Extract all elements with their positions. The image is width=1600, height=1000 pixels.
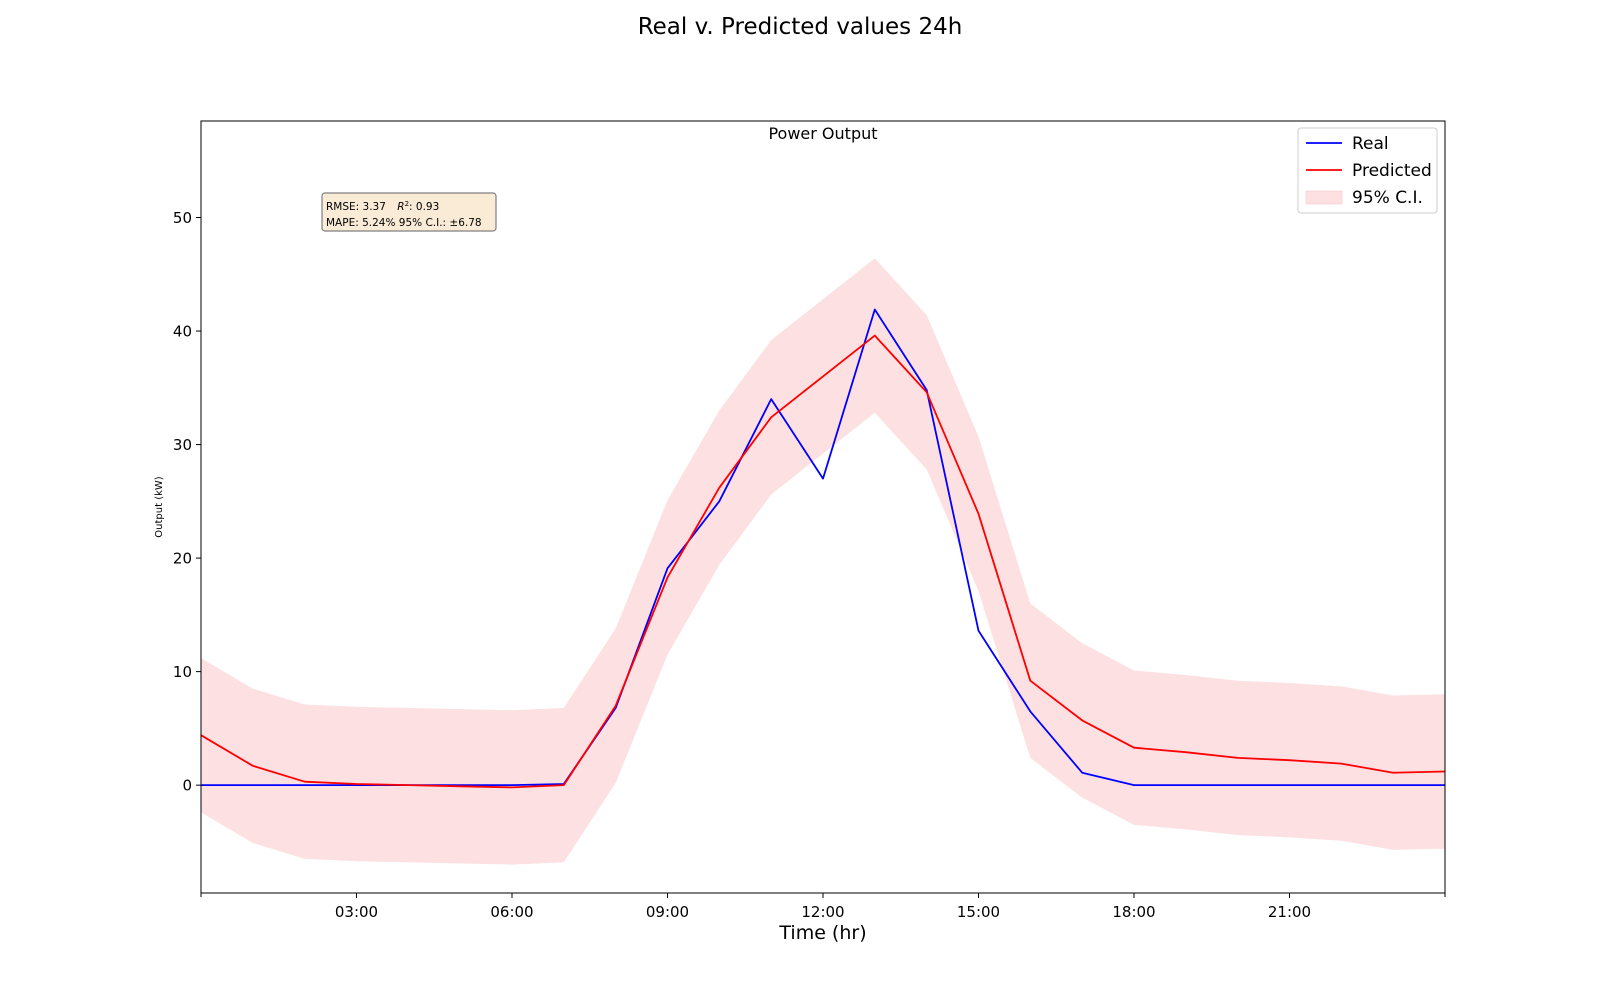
y-axis-ticks: 0 10 20 30 40 50 — [173, 209, 201, 795]
y-tick-label: 0 — [182, 777, 192, 795]
stats-box: RMSE: 3.37 R2: 0.93 MAPE: 5.24% 95% C.I.… — [321, 192, 497, 232]
stats-r2-symbol: R — [397, 201, 404, 213]
stats-box-line2: MAPE: 5.24% 95% C.I.: ±6.78 — [326, 217, 482, 229]
x-tick-label: 15:00 — [957, 903, 1000, 921]
x-tick-label: 12:00 — [801, 903, 844, 921]
axes-title: Power Output — [768, 124, 877, 143]
confidence-band-layer — [201, 258, 1445, 865]
x-tick-label: 09:00 — [646, 903, 689, 921]
legend-ci-swatch — [1305, 190, 1343, 205]
legend-real-label: Real — [1352, 134, 1389, 154]
y-tick-label: 20 — [173, 550, 192, 568]
confidence-band-area — [201, 258, 1445, 865]
x-axis-label: Time (hr) — [778, 922, 866, 944]
x-tick-label: 21:00 — [1268, 903, 1311, 921]
legend: Real Predicted 95% C.I. — [1297, 127, 1438, 214]
y-axis-label: Output (kW) — [154, 476, 165, 537]
x-tick-label: 06:00 — [490, 903, 533, 921]
predicted-series-line — [200, 334, 1446, 789]
y-tick-label: 10 — [173, 663, 192, 681]
figure-title: Real v. Predicted values 24h — [637, 14, 963, 40]
stats-box-background — [321, 192, 497, 232]
legend-predicted-label: Predicted — [1352, 161, 1432, 181]
stats-r2-exponent: 2 — [405, 200, 409, 208]
y-tick-label: 30 — [173, 436, 192, 454]
y-tick-label: 40 — [173, 323, 192, 341]
legend-ci-label: 95% C.I. — [1352, 188, 1423, 208]
series-lines-layer — [200, 308, 1446, 789]
x-tick-label: 18:00 — [1112, 903, 1155, 921]
stats-rmse: RMSE: 3.37 — [326, 201, 386, 213]
stats-box-line1: RMSE: 3.37 R2: 0.93 — [326, 200, 439, 213]
x-tick-label: 03:00 — [335, 903, 378, 921]
y-tick-label: 50 — [173, 209, 192, 227]
stats-r2-value: : 0.93 — [409, 201, 439, 213]
x-axis-ticks: 03:00 06:00 09:00 12:00 15:00 18:00 21:00 — [200, 893, 1446, 921]
